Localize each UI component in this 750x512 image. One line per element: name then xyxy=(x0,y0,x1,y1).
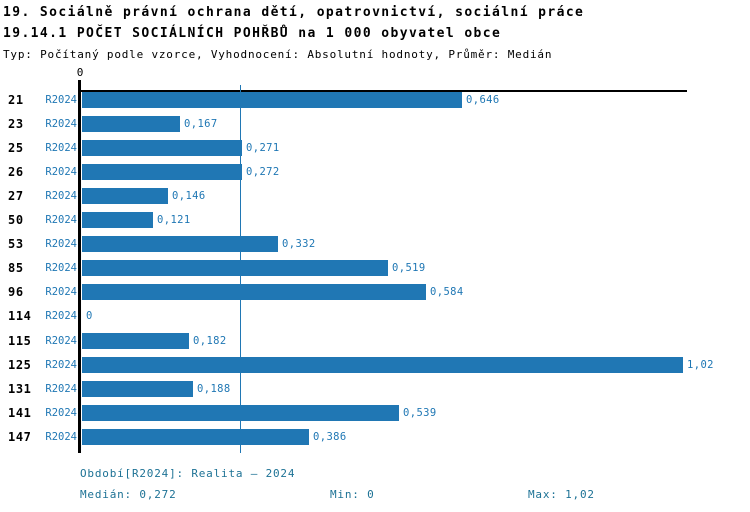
value-bar xyxy=(82,236,278,253)
row-series-label: R2024 xyxy=(45,214,77,226)
row-series-label: R2024 xyxy=(45,238,77,251)
value-bar xyxy=(82,212,153,228)
row-series-label: R2024 xyxy=(45,117,77,130)
row-series-label: R2024 xyxy=(45,141,77,154)
report-subtitle-type: Typ: Počítaný podle vzorce, Vyhodnocení:… xyxy=(3,48,553,61)
value-bar xyxy=(82,163,242,180)
footer-max-stat: Max: 1,02 xyxy=(528,488,595,501)
value-bar xyxy=(82,91,462,108)
value-bar xyxy=(82,428,309,445)
row-series-label: R2024 xyxy=(45,286,77,299)
footer-min-stat: Min: 0 xyxy=(330,488,375,501)
bar-value-label: 0,332 xyxy=(282,238,316,251)
value-bar xyxy=(82,260,388,277)
row-category-label: 27 xyxy=(8,188,24,203)
bar-value-label: 0,646 xyxy=(466,93,500,106)
row-series-label: R2024 xyxy=(45,189,77,202)
row-series-label: R2024 xyxy=(45,406,77,419)
row-series-label: R2024 xyxy=(45,262,77,275)
value-bar xyxy=(82,380,193,397)
row-series-label: R2024 xyxy=(45,430,77,443)
row-category-label: 23 xyxy=(8,116,24,131)
row-category-label: 50 xyxy=(8,213,24,227)
row-category-label: 114 xyxy=(8,309,32,324)
x-axis-zero-tick-label: 0 xyxy=(76,66,84,79)
bar-value-label: 0,386 xyxy=(313,430,347,443)
bar-value-label: 0,188 xyxy=(197,382,231,395)
value-bar xyxy=(82,356,683,373)
value-bar xyxy=(82,139,242,156)
row-category-label: 141 xyxy=(8,405,32,420)
bar-value-label: 0,584 xyxy=(430,286,464,299)
row-series-label: R2024 xyxy=(45,165,77,178)
value-bar xyxy=(82,187,168,204)
row-series-label: R2024 xyxy=(45,310,77,323)
value-bar xyxy=(82,404,399,421)
row-series-label: R2024 xyxy=(45,334,77,347)
row-series-label: R2024 xyxy=(45,382,77,395)
bar-value-label: 0,272 xyxy=(246,165,280,178)
bar-value-label: 1,02 xyxy=(687,358,714,371)
row-category-label: 115 xyxy=(8,333,32,348)
bar-value-label: 0,519 xyxy=(392,262,426,275)
bar-value-label: 0,121 xyxy=(157,214,191,226)
row-category-label: 96 xyxy=(8,285,24,300)
bar-value-label: 0,182 xyxy=(193,334,227,347)
x-axis-line xyxy=(80,90,687,92)
bar-value-label: 0,167 xyxy=(184,117,218,130)
bar-value-label: 0,539 xyxy=(403,406,437,419)
value-bar xyxy=(82,284,426,301)
row-series-label: R2024 xyxy=(45,358,77,371)
report-title-indicator: 19.14.1 POČET SOCIÁLNÍCH POHŘBŮ na 1 000… xyxy=(3,26,502,41)
value-bar xyxy=(82,332,189,349)
bar-value-label: 0 xyxy=(86,310,93,323)
row-category-label: 53 xyxy=(8,237,24,252)
footer-period-label: Období[R2024]: Realita – 2024 xyxy=(80,467,296,480)
value-bar xyxy=(82,115,180,132)
row-category-label: 21 xyxy=(8,92,24,107)
row-category-label: 147 xyxy=(8,429,32,444)
bar-value-label: 0,146 xyxy=(172,189,206,202)
report-title-section: 19. Sociálně právní ochrana dětí, opatro… xyxy=(3,5,585,20)
row-category-label: 85 xyxy=(8,261,24,276)
row-category-label: 26 xyxy=(8,164,24,179)
y-axis-line xyxy=(78,80,81,453)
row-category-label: 131 xyxy=(8,381,32,396)
row-category-label: 25 xyxy=(8,140,24,155)
row-series-label: R2024 xyxy=(45,93,77,106)
row-category-label: 125 xyxy=(8,357,32,372)
footer-median-stat: Medián: 0,272 xyxy=(80,488,177,501)
bar-value-label: 0,271 xyxy=(246,141,280,154)
